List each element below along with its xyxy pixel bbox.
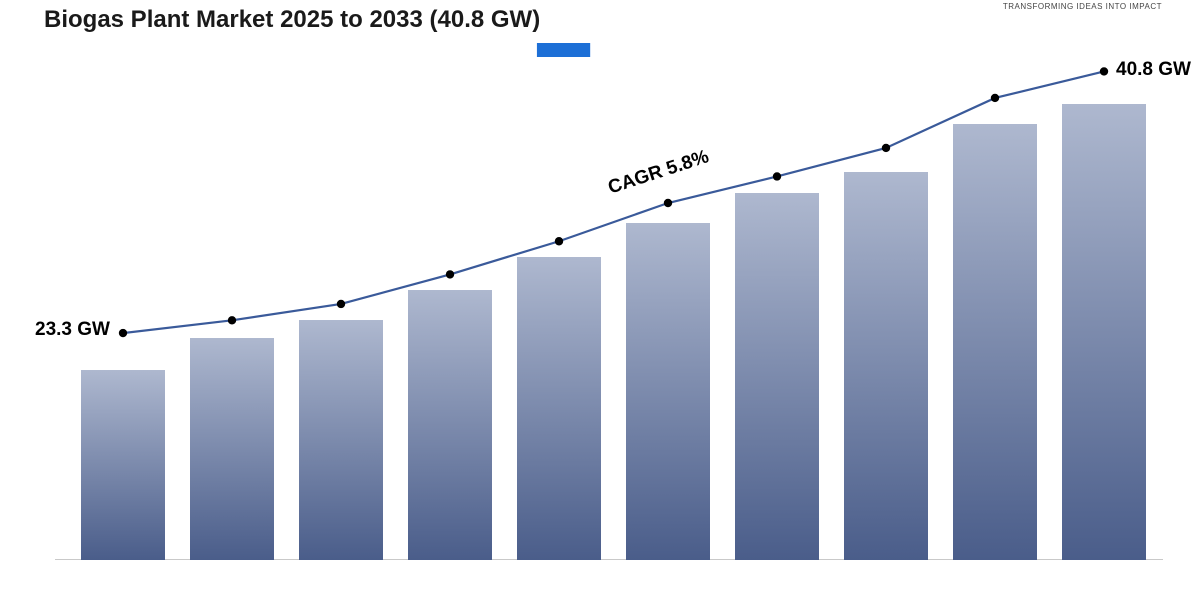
bar — [1062, 104, 1146, 560]
plot-area: 23.3 GW 40.8 GW CAGR 5.8% — [55, 50, 1163, 560]
first-value-label: 23.3 GW — [35, 319, 110, 341]
bar — [190, 338, 274, 560]
bar — [299, 320, 383, 560]
bar — [953, 124, 1037, 560]
bar — [735, 193, 819, 560]
bar — [81, 370, 165, 560]
bar — [844, 172, 928, 560]
bar — [626, 223, 710, 560]
last-value-label: 40.8 GW — [1116, 59, 1191, 81]
chart-title: Biogas Plant Market 2025 to 2033 (40.8 G… — [44, 6, 540, 34]
logo-tagline: TRANSFORMING IDEAS INTO IMPACT — [1003, 2, 1162, 11]
bar — [408, 290, 492, 560]
chart-container: Biogas Plant Market 2025 to 2033 (40.8 G… — [0, 0, 1200, 600]
bar — [517, 257, 601, 560]
